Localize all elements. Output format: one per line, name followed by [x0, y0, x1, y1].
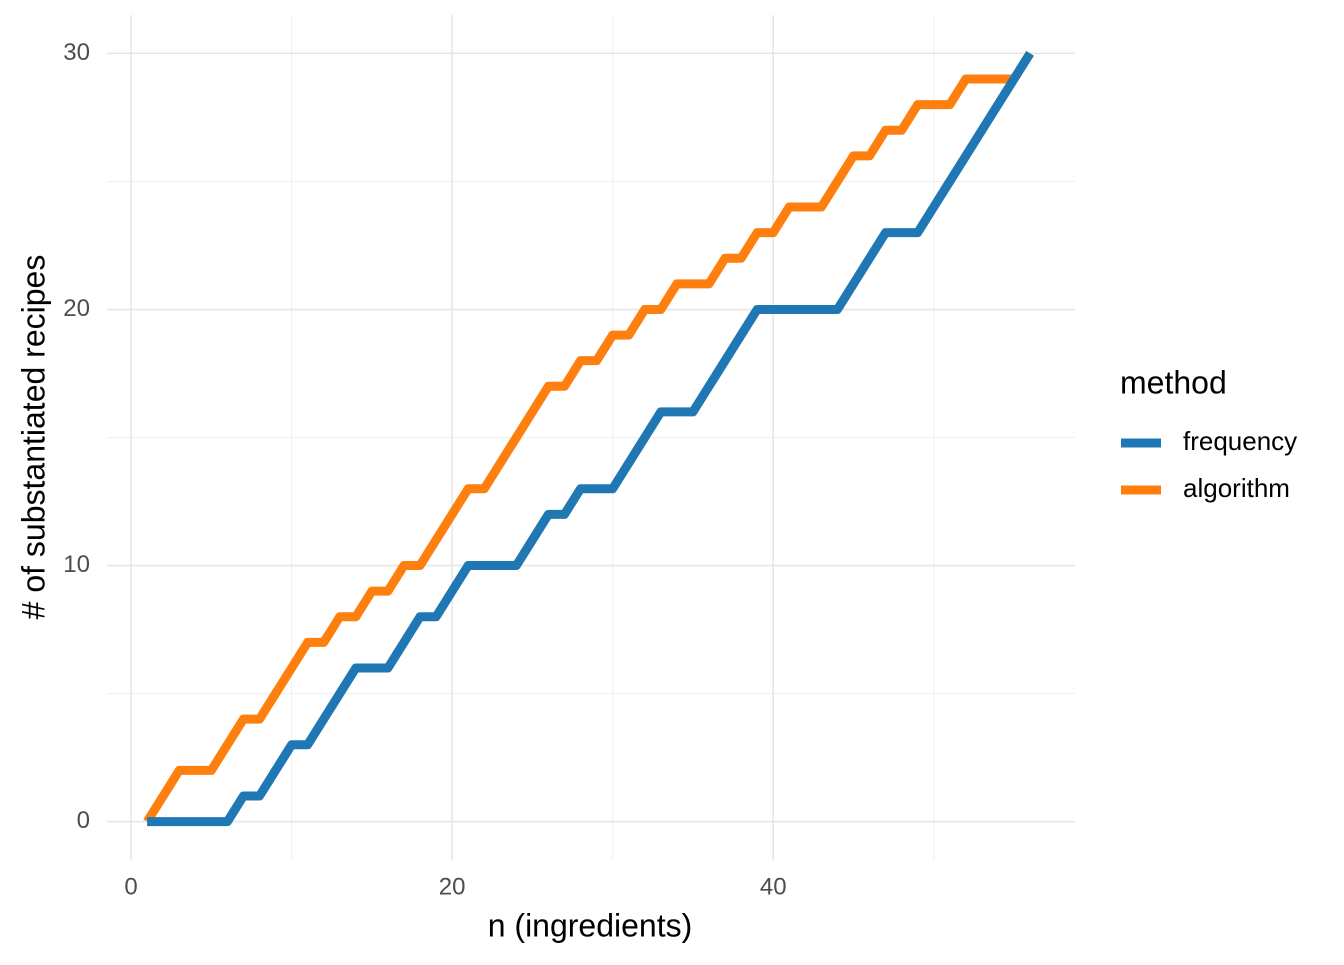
x-tick-label: 20: [439, 873, 466, 900]
x-axis-title: n (ingredients): [488, 907, 693, 943]
y-axis-title: # of substantiated recipes: [15, 255, 51, 620]
legend-label: algorithm: [1183, 473, 1290, 503]
y-tick-label: 10: [63, 551, 90, 578]
series-line: [143, 51, 1034, 824]
y-tick-label: 0: [77, 807, 90, 834]
legend-title: method: [1120, 364, 1227, 400]
y-tick-label: 20: [63, 295, 90, 322]
x-tick-label: 40: [760, 873, 787, 900]
series-line: [147, 51, 1034, 827]
y-tick-label: 30: [63, 39, 90, 66]
legend-label: frequency: [1183, 426, 1297, 456]
x-tick-label: 0: [124, 873, 137, 900]
